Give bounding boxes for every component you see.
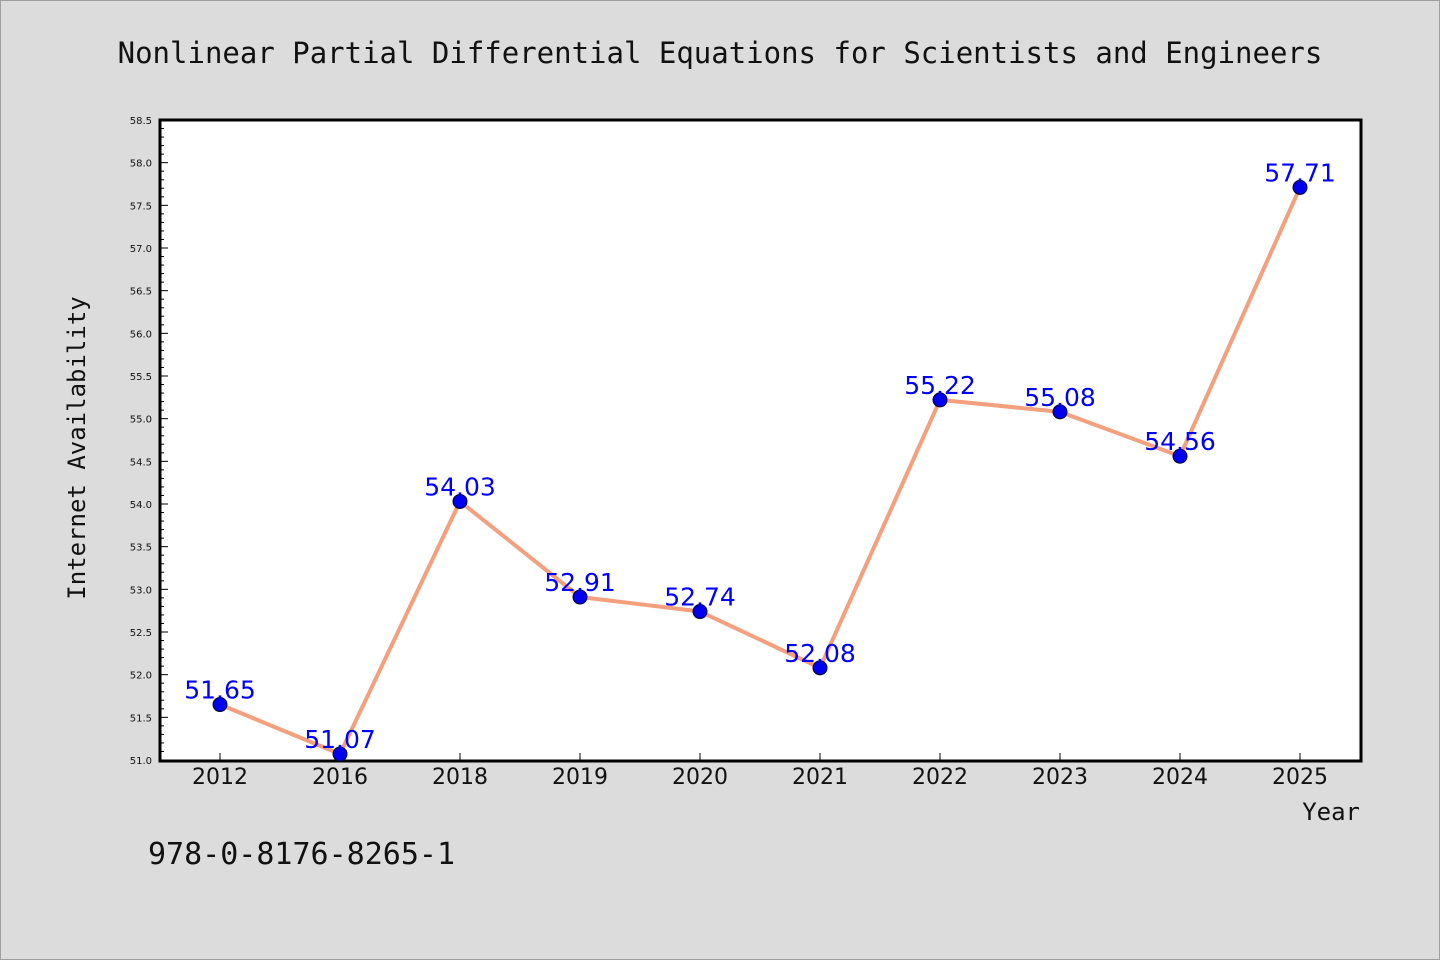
- data-point: [692, 604, 708, 620]
- x-tick-label: 2022: [912, 765, 968, 790]
- x-tick-label: 2024: [1152, 765, 1208, 790]
- y-tick-label: 58.5: [130, 116, 152, 127]
- data-point: [1052, 404, 1068, 420]
- y-tick-label: 54.0: [130, 500, 152, 511]
- y-tick-label: 52.5: [130, 628, 152, 639]
- data-label: 51.65: [184, 676, 256, 705]
- y-tick-label: 52.0: [130, 671, 152, 682]
- y-tick-label: 51.0: [130, 756, 152, 767]
- x-axis: 2012 2016 2018 2019 2020 2021 2022 2023 2024 2025: [192, 753, 1328, 790]
- data-label: 52.91: [544, 568, 616, 597]
- y-tick-label: 56.0: [130, 329, 152, 340]
- y-tick-label: 55.0: [130, 415, 152, 426]
- x-tick-label: 2021: [792, 765, 848, 790]
- y-tick-label: 51.5: [130, 713, 152, 724]
- isbn-annotation: 978-0-8176-8265-1: [148, 837, 455, 872]
- x-tick-label: 2019: [552, 765, 608, 790]
- data-point: [572, 589, 588, 605]
- y-tick-label: 58.0: [130, 159, 152, 170]
- data-point: [212, 697, 228, 713]
- x-tick-label: 2025: [1272, 765, 1328, 790]
- data-point: [1292, 179, 1308, 195]
- y-axis-label: Internet Availability: [63, 296, 91, 599]
- series-line: [219, 186, 1302, 757]
- data-label: 54.03: [424, 472, 496, 501]
- y-tick-label: 55.5: [130, 372, 152, 383]
- chart-title: Nonlinear Partial Differential Equations…: [118, 36, 1323, 70]
- y-tick-label: 57.5: [130, 201, 152, 212]
- data-point: [332, 746, 348, 762]
- data-label: 55.22: [904, 371, 976, 400]
- data-label: 51.07: [304, 725, 376, 754]
- y-tick-label: 56.5: [130, 287, 152, 298]
- data-point: [1172, 448, 1188, 464]
- x-tick-label: 2018: [432, 765, 488, 790]
- x-tick-label: 2023: [1032, 765, 1088, 790]
- y-tick-label: 53.0: [130, 585, 152, 596]
- x-tick-label: 2012: [192, 765, 248, 790]
- data-label: 57.71: [1264, 158, 1336, 187]
- data-label: 52.74: [664, 583, 736, 612]
- x-axis-label: Year: [1302, 798, 1360, 826]
- y-axis: 51.0 51.5 52.0 52.5 53.0 53.5 54.0 54.5 55.0 55.5…: [130, 116, 168, 767]
- y-tick-label: 53.5: [130, 543, 152, 554]
- x-tick-label: 2016: [312, 765, 368, 790]
- data-point: [812, 660, 828, 676]
- x-tick-label: 2020: [672, 765, 728, 790]
- data-label: 54.56: [1144, 427, 1216, 456]
- data-point: [932, 392, 948, 408]
- series-layer: 51.65 51.07 54.03 52.91 52.74 52.08 55.22 55.08…: [184, 158, 1336, 762]
- plot-area: [158, 118, 1363, 763]
- data-label: 55.08: [1024, 383, 1096, 412]
- data-point: [452, 493, 468, 509]
- data-label: 52.08: [784, 639, 856, 668]
- y-tick-label: 57.0: [130, 244, 152, 255]
- y-tick-label: 54.5: [130, 457, 152, 468]
